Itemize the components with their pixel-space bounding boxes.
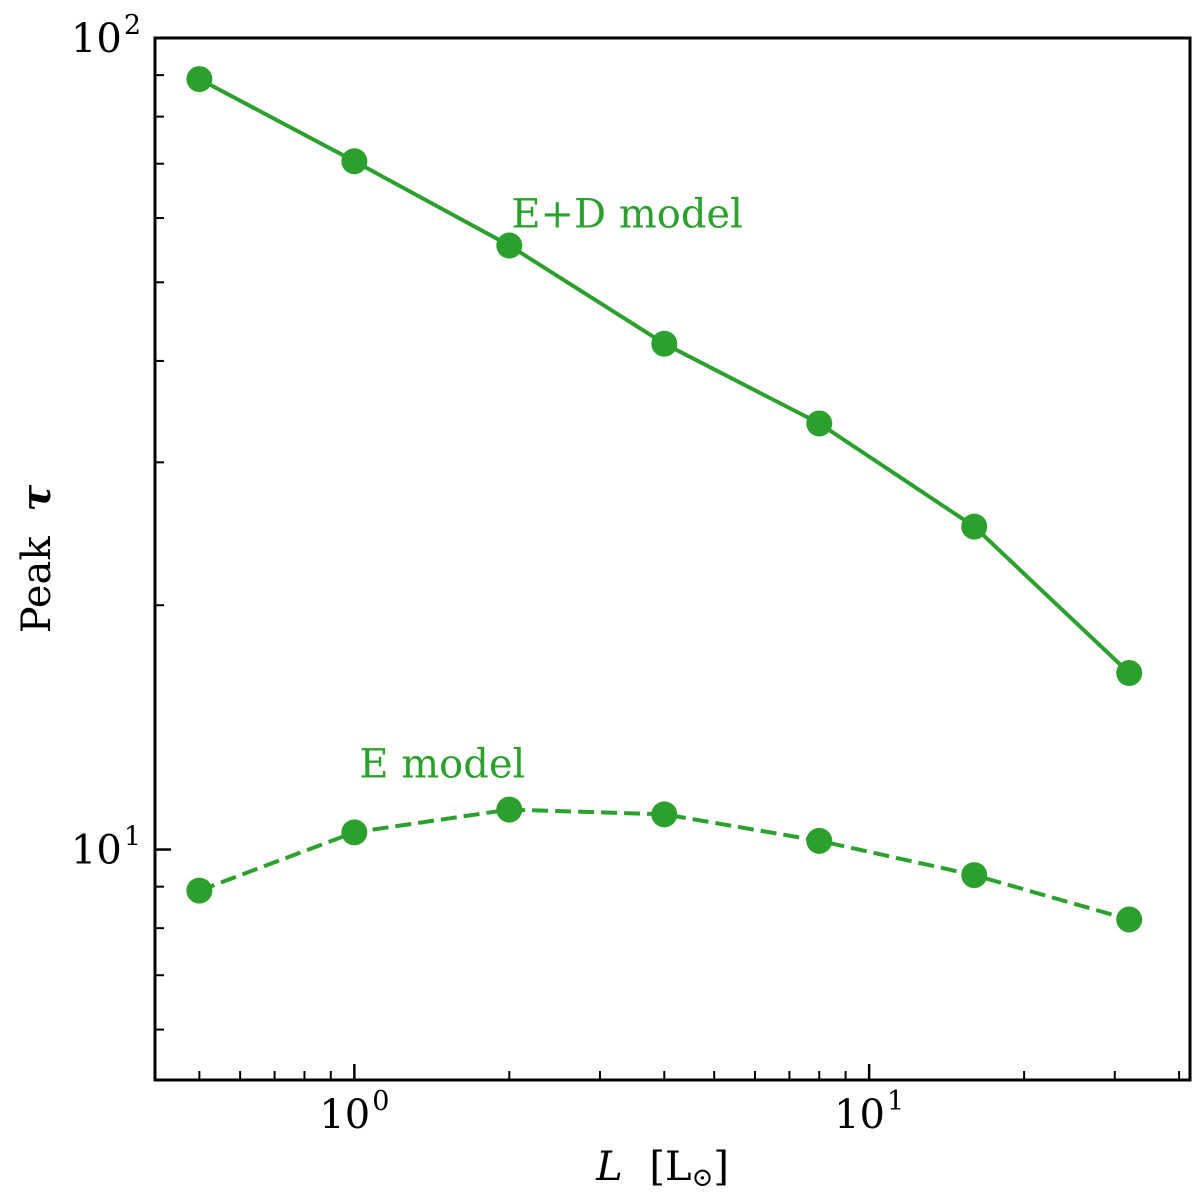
x-tick-label-exp-0: 0 (372, 1086, 389, 1117)
series-1-point-5 (961, 862, 988, 889)
series-0-point-5 (961, 513, 988, 540)
y-tick-label-0: 101 (71, 822, 141, 874)
x-axis-label-unit-close: ] (713, 1144, 729, 1190)
series-1-point-3 (651, 801, 678, 828)
y-tick-label-exp-0: 1 (124, 822, 141, 853)
series-0-point-6 (1116, 660, 1143, 687)
x-tick-label-0: 100 (319, 1086, 389, 1138)
series-0-point-3 (651, 330, 678, 357)
x-axis-label: L [L⊙] (595, 1144, 729, 1193)
series-0-point-4 (806, 410, 833, 437)
x-axis-label-unit: [L (649, 1144, 691, 1190)
series-1-point-6 (1116, 906, 1143, 933)
series-1-point-4 (806, 827, 833, 854)
label-layer: L [L⊙] Peak τ E+D model E model (13, 192, 743, 1193)
y-axis-label-main: Peak (14, 536, 60, 634)
y-tick-label-1: 102 (71, 10, 141, 62)
series-0-point-1 (341, 148, 368, 175)
y-axis-label-symbol: τ (13, 485, 60, 512)
annotation-e-model: E model (359, 742, 525, 788)
y-tick-label-exp-1: 2 (124, 10, 141, 41)
series-0-point-2 (496, 232, 523, 259)
x-tick-label-base-0: 10 (319, 1092, 370, 1138)
x-tick-label-base-1: 10 (834, 1092, 885, 1138)
plot-frame (153, 36, 1192, 1082)
x-axis-label-unit-symbol: ⊙ (692, 1163, 714, 1193)
axes-frame (153, 36, 1192, 1082)
series-1-point-0 (186, 877, 213, 904)
x-tick-label-1: 101 (834, 1086, 904, 1138)
x-axis-label-main: L (595, 1144, 623, 1190)
series-layer (186, 66, 1143, 933)
series-1-point-1 (341, 819, 368, 846)
series-line-0 (198, 77, 1131, 675)
y-tick-label-base-1: 10 (71, 16, 122, 62)
annotation-ed-model: E+D model (511, 192, 743, 238)
y-tick-label-base-0: 10 (71, 828, 122, 874)
series-0-point-0 (186, 66, 213, 93)
series-1-point-2 (496, 796, 523, 823)
y-axis-label: Peak τ (13, 485, 60, 634)
x-tick-label-exp-1: 1 (887, 1086, 904, 1117)
